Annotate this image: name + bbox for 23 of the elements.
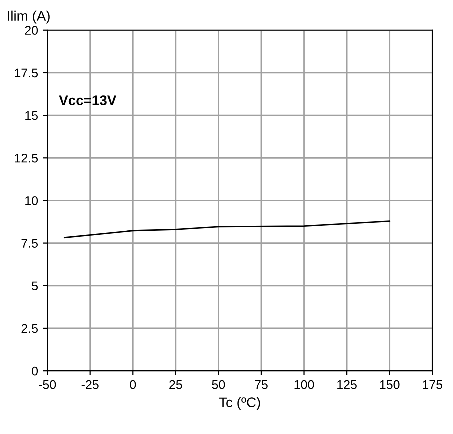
- y-tick-label: 20: [25, 26, 38, 36]
- x-tick-label: -50: [39, 380, 56, 390]
- x-tick-label: 150: [380, 380, 400, 390]
- x-tick-label: 0: [130, 380, 136, 390]
- y-tick-label: 15: [26, 111, 38, 120]
- x-tick-label: 125: [338, 380, 357, 390]
- x-tick-label: -25: [82, 380, 99, 390]
- y-tick-label: 12.5: [15, 154, 38, 163]
- x-tick-label: 175: [423, 380, 443, 390]
- y-axis-title: Ilim (A): [8, 10, 50, 24]
- y-tick-label: 2.5: [22, 324, 38, 334]
- y-tick-label: 7.5: [22, 239, 38, 248]
- x-axis-title: Tc (ºC): [219, 397, 260, 410]
- y-tick-label: 10: [26, 196, 38, 206]
- x-tick-label: 75: [255, 380, 268, 390]
- x-tick-label: 25: [170, 380, 182, 390]
- y-tick-label: 0: [32, 366, 38, 376]
- y-tick-label: 5: [32, 282, 38, 291]
- y-tick-label: 17.5: [15, 68, 38, 78]
- x-tick-label: 50: [212, 380, 226, 390]
- annotation: Vcc=13V: [59, 96, 117, 106]
- x-tick-label: 100: [294, 380, 314, 390]
- line-series: [64, 220, 391, 239]
